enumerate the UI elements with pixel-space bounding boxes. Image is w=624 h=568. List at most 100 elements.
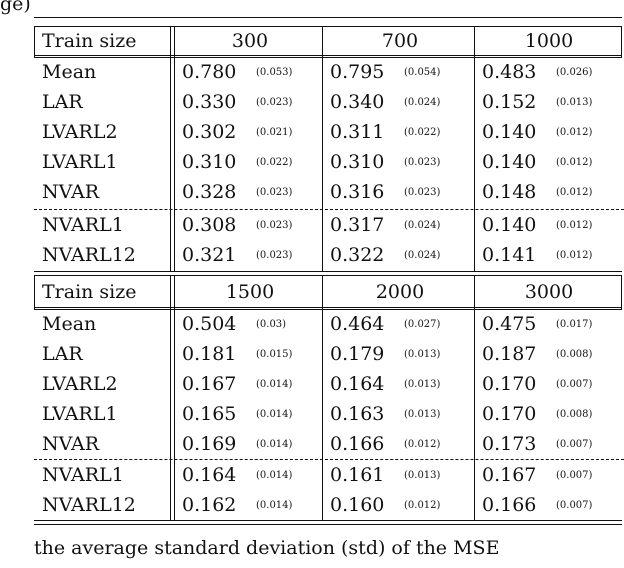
std-value: (0.012) <box>556 127 593 138</box>
std-value: (0.007) <box>556 379 593 390</box>
top-rule <box>34 17 622 18</box>
mse-value: 0.179 <box>330 343 385 365</box>
std-value: (0.012) <box>556 250 593 261</box>
caption-fragment-bottom: the average standard deviation (std) of … <box>34 537 500 559</box>
column-divider <box>322 26 323 272</box>
table-row: NVARL12 0.321 (0.023) 0.322 (0.024) 0.14… <box>34 241 622 269</box>
mse-value: 0.166 <box>330 433 385 455</box>
column-divider <box>322 275 323 521</box>
std-value: (0.023) <box>256 97 293 108</box>
header2-bottom-rule <box>34 307 622 308</box>
mse-value: 0.140 <box>482 121 537 143</box>
header-row: Train size 1500 2000 3000 <box>34 278 622 306</box>
size-header: 3000 <box>524 281 574 303</box>
std-value: (0.012) <box>404 500 441 511</box>
std-value: (0.008) <box>556 349 593 360</box>
mse-value: 0.141 <box>482 244 537 266</box>
mse-value: 0.160 <box>330 494 385 516</box>
mse-value: 0.317 <box>330 214 385 236</box>
mse-value: 0.322 <box>330 244 385 266</box>
std-value: (0.014) <box>256 500 293 511</box>
mse-value: 0.163 <box>330 403 385 425</box>
table-row: NVAR 0.328 (0.023) 0.316 (0.023) 0.148 (… <box>34 178 622 206</box>
table-row: NVARL1 0.164 (0.014) 0.161 (0.013) 0.167… <box>34 461 622 489</box>
column-divider <box>474 275 475 521</box>
method-label: LVARL1 <box>42 151 118 173</box>
method-label: NVAR <box>42 181 100 203</box>
std-value: (0.012) <box>556 157 593 168</box>
table-row: Mean 0.780 (0.053) 0.795 (0.054) 0.483 (… <box>34 58 622 86</box>
table-row: LVARL2 0.302 (0.021) 0.311 (0.022) 0.140… <box>34 118 622 146</box>
std-value: (0.024) <box>404 250 441 261</box>
column-divider <box>474 26 475 272</box>
mse-value: 0.148 <box>482 181 537 203</box>
mse-value: 0.330 <box>182 91 237 113</box>
left-border <box>34 26 35 57</box>
std-value: (0.014) <box>256 379 293 390</box>
mse-value: 0.316 <box>330 181 385 203</box>
std-value: (0.014) <box>256 470 293 481</box>
mse-value: 0.164 <box>182 464 237 486</box>
label-divider-double <box>174 275 175 521</box>
method-label: Mean <box>42 313 97 335</box>
method-label: Mean <box>42 61 97 83</box>
mse-value: 0.152 <box>482 91 537 113</box>
caption-fragment-top: ge) <box>0 0 31 15</box>
std-value: (0.007) <box>556 500 593 511</box>
std-value: (0.013) <box>404 379 441 390</box>
mse-value: 0.170 <box>482 373 537 395</box>
method-label: NVARL12 <box>42 244 136 266</box>
mse-value: 0.167 <box>482 464 537 486</box>
size-header: 1000 <box>524 30 574 52</box>
mse-value: 0.162 <box>182 494 237 516</box>
label-divider <box>170 275 171 521</box>
std-value: (0.023) <box>404 157 441 168</box>
mid-rule-double <box>34 275 622 276</box>
label-divider <box>170 26 171 272</box>
table-row: LVARL1 0.310 (0.022) 0.310 (0.023) 0.140… <box>34 148 622 176</box>
table-row: LVARL1 0.165 (0.014) 0.163 (0.013) 0.170… <box>34 400 622 428</box>
mse-value: 0.308 <box>182 214 237 236</box>
std-value: (0.012) <box>404 439 441 450</box>
mse-value: 0.795 <box>330 61 385 83</box>
std-value: (0.013) <box>404 470 441 481</box>
std-value: (0.014) <box>256 439 293 450</box>
std-value: (0.014) <box>256 409 293 420</box>
std-value: (0.007) <box>556 470 593 481</box>
method-label: LAR <box>42 343 83 365</box>
dashed-separator <box>34 209 624 210</box>
right-border <box>621 26 622 57</box>
table-row: LAR 0.330 (0.023) 0.340 (0.024) 0.152 (0… <box>34 88 622 116</box>
mse-value: 0.310 <box>182 151 237 173</box>
table-row: NVARL12 0.162 (0.014) 0.160 (0.012) 0.16… <box>34 491 622 519</box>
method-label: LVARL2 <box>42 121 118 143</box>
train-size-label: Train size <box>42 30 137 52</box>
mse-value: 0.504 <box>182 313 237 335</box>
std-value: (0.013) <box>404 409 441 420</box>
header-row: Train size 300 700 1000 <box>34 27 622 55</box>
std-value: (0.012) <box>556 187 593 198</box>
std-value: (0.013) <box>556 97 593 108</box>
mse-value: 0.140 <box>482 214 537 236</box>
mse-value: 0.140 <box>482 151 537 173</box>
size-header: 1500 <box>225 281 275 303</box>
mse-value: 0.321 <box>182 244 237 266</box>
std-value: (0.026) <box>556 67 593 78</box>
table-row: NVAR 0.169 (0.014) 0.166 (0.012) 0.173 (… <box>34 430 622 458</box>
method-label: NVARL1 <box>42 214 124 236</box>
header-bottom-rule-double <box>34 57 622 58</box>
std-value: (0.024) <box>404 220 441 231</box>
std-value: (0.03) <box>256 319 287 330</box>
bottom-rule-double <box>34 524 622 525</box>
mse-value: 0.311 <box>330 121 385 143</box>
std-value: (0.015) <box>256 349 293 360</box>
std-value: (0.053) <box>256 67 293 78</box>
mse-value: 0.170 <box>482 403 537 425</box>
method-label: LVARL2 <box>42 373 118 395</box>
mse-value: 0.164 <box>330 373 385 395</box>
mse-value: 0.475 <box>482 313 537 335</box>
header-top-rule <box>34 26 622 27</box>
std-value: (0.008) <box>556 409 593 420</box>
table-row: NVARL1 0.308 (0.023) 0.317 (0.024) 0.140… <box>34 211 622 239</box>
std-value: (0.012) <box>556 220 593 231</box>
